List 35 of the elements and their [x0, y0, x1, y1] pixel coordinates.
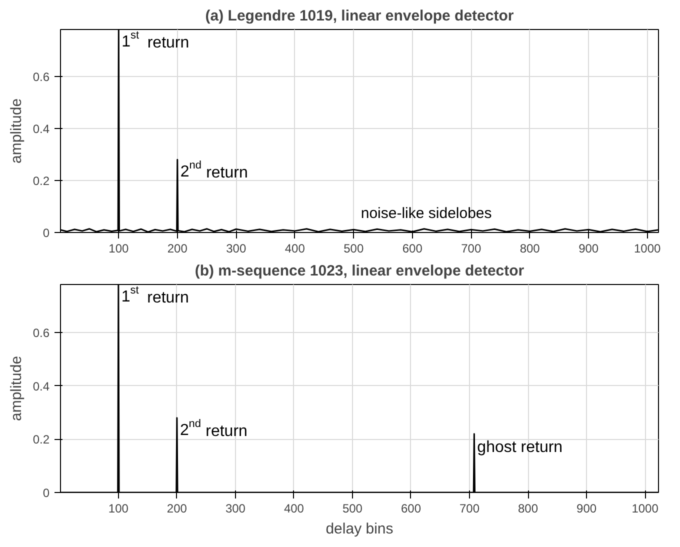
x-tick-label: 700	[461, 242, 482, 256]
y-axis-title: amplitude	[8, 98, 25, 164]
x-tick-label: 200	[166, 502, 188, 516]
y-tick-label: 0.6	[32, 326, 50, 340]
x-tick-label: 300	[225, 502, 246, 516]
x-tick-label: 800	[518, 502, 538, 516]
x-tick-label: 900	[576, 502, 597, 516]
x-tick-label: 900	[578, 242, 599, 256]
x-tick-label: 300	[226, 242, 246, 256]
x-tick-label: 800	[520, 242, 540, 256]
y-tick-label: 0.2	[32, 432, 50, 447]
x-tick-label: 600	[400, 502, 422, 516]
y-axis-title: amplitude	[8, 356, 25, 422]
x-tick-label: 500	[342, 502, 363, 516]
x-axis-title: delay bins	[326, 520, 394, 538]
x-tick-label: 200	[167, 242, 188, 256]
y-tick-label: 0	[42, 486, 50, 500]
chart-title: (b) m-sequence 1023, linear envelope detector	[194, 262, 524, 280]
x-tick-label: 100	[108, 242, 129, 256]
annotation: noise-like sidelobes	[360, 204, 492, 222]
y-tick-label: 0.4	[32, 379, 50, 394]
y-tick-label: 0.6	[32, 70, 50, 84]
y-tick-label: 0.4	[32, 122, 50, 136]
x-tick-label: 1000	[634, 242, 662, 256]
x-tick-label: 1000	[632, 502, 659, 516]
x-tick-label: 700	[459, 502, 480, 516]
x-tick-label: 500	[344, 242, 364, 256]
x-tick-label: 400	[284, 502, 304, 516]
chart-title: (a) Legendre 1019, linear envelope detector	[205, 8, 514, 24]
x-tick-label: 600	[402, 242, 423, 256]
x-tick-label: 100	[108, 502, 129, 516]
y-tick-label: 0.2	[32, 174, 50, 188]
annotation: ghost return	[477, 438, 563, 456]
y-tick-label: 0	[42, 226, 50, 240]
x-tick-label: 400	[284, 242, 306, 256]
